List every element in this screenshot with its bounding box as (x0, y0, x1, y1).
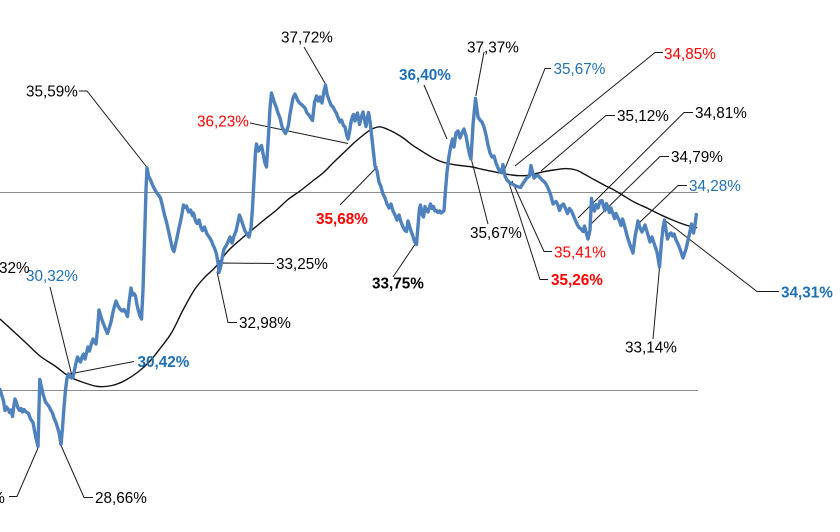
svg-text:36,40%: 36,40% (399, 67, 451, 84)
svg-text:34,85%: 34,85% (664, 46, 716, 63)
svg-text:30,42%: 30,42% (138, 354, 190, 371)
svg-text:35,12%: 35,12% (617, 108, 669, 125)
svg-text:35,26%: 35,26% (551, 272, 603, 289)
svg-text:37,37%: 37,37% (467, 40, 519, 57)
svg-text:34,79%: 34,79% (671, 149, 723, 166)
svg-text:34,31%: 34,31% (781, 285, 833, 302)
svg-text:35,68%: 35,68% (316, 211, 368, 228)
svg-text:30,32%: 30,32% (26, 268, 78, 285)
svg-text:33,75%: 33,75% (372, 276, 424, 293)
svg-text:36,23%: 36,23% (197, 114, 249, 131)
svg-text:35,67%: 35,67% (554, 61, 606, 78)
svg-text:35,67%: 35,67% (470, 225, 522, 242)
svg-text:33,25%: 33,25% (276, 256, 328, 273)
svg-text:35,41%: 35,41% (554, 245, 606, 262)
svg-text:32,98%: 32,98% (239, 315, 291, 332)
svg-text:28,66%: 28,66% (95, 490, 147, 507)
svg-text:37,72%: 37,72% (281, 30, 333, 47)
svg-text:35,59%: 35,59% (26, 84, 78, 101)
svg-text:28,56%: 28,56% (0, 490, 5, 507)
svg-text:33,14%: 33,14% (625, 339, 677, 356)
svg-text:34,28%: 34,28% (689, 178, 741, 195)
svg-text:34,81%: 34,81% (695, 105, 747, 122)
svg-text:32%: 32% (0, 260, 30, 277)
